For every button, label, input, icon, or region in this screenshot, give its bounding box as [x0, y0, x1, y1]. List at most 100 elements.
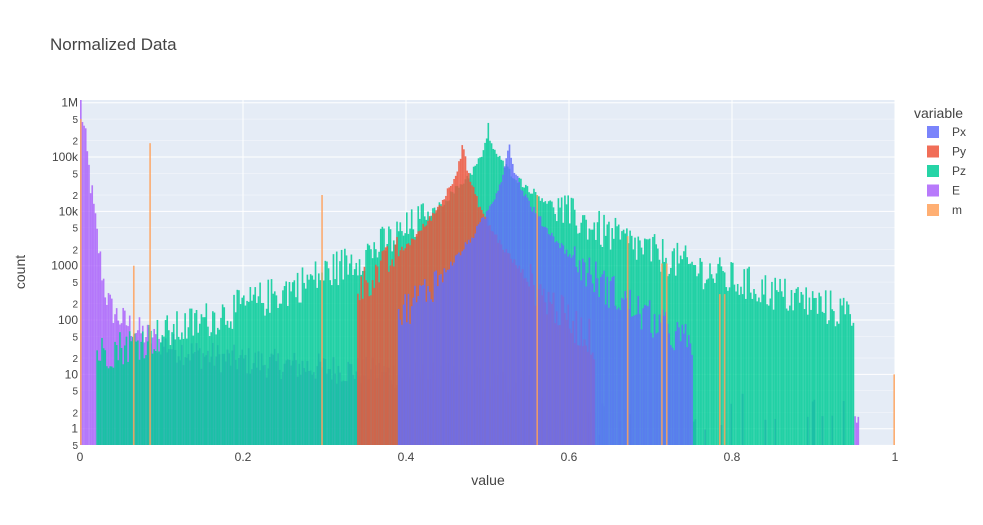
histogram-bar-Pz: [727, 290, 729, 445]
histogram-bar-Pz: [143, 358, 146, 445]
histogram-bar-Px: [573, 246, 576, 445]
histogram-bar-Px: [668, 333, 671, 445]
histogram-bar-Pz: [761, 279, 763, 445]
histogram-bar-Pz: [296, 272, 299, 445]
legend-swatch-E: [927, 184, 939, 197]
x-tick-label: 0.8: [724, 450, 741, 464]
histogram-bar-Py: [373, 287, 376, 445]
histogram-bar-Pz: [295, 297, 297, 445]
y-minor-tick-label: 2: [72, 354, 78, 365]
histogram-bar-Px: [507, 150, 509, 445]
legend-label-m[interactable]: m: [952, 203, 962, 217]
histogram-bar-Py: [366, 282, 369, 445]
histogram-bar-Px: [575, 266, 578, 445]
histogram-bar-Px: [554, 242, 556, 445]
histogram-bar-Px: [464, 242, 467, 445]
histogram-bar-Pz: [730, 262, 732, 445]
histogram-bar-Pz: [246, 300, 248, 445]
histogram-bar-Px: [590, 274, 592, 445]
histogram-bar-Px: [432, 301, 434, 445]
histogram-bar-Pz: [852, 322, 855, 445]
y-minor-tick-label: 2: [72, 137, 78, 148]
histogram-bar-Pz: [696, 276, 698, 445]
legend-label-Px[interactable]: Px: [952, 125, 966, 139]
histogram-bar-Px: [601, 274, 604, 445]
histogram-bar-Pz: [135, 341, 138, 445]
histogram-bar-Py: [361, 298, 364, 445]
histogram-bar-Pz: [205, 303, 208, 445]
histogram-bar-Pz: [736, 283, 739, 445]
histogram-bar-m: [132, 265, 135, 445]
histogram-bar-Px: [622, 299, 625, 445]
histogram-bar-Px: [511, 163, 514, 446]
histogram-bar-Pz: [202, 317, 204, 445]
histogram-bar-Pz: [216, 327, 219, 445]
histogram-bar-Px: [657, 332, 659, 445]
histogram-bar-Pz: [704, 283, 706, 445]
histogram-bar-Px: [595, 261, 597, 445]
histogram-bar-Pz: [304, 288, 307, 445]
histogram-bar-Px: [653, 314, 656, 445]
histogram-bar-Pz: [347, 274, 349, 445]
histogram-bar-Pz: [766, 304, 768, 445]
histogram-bar-Pz: [802, 294, 804, 445]
histogram-bar-Py: [375, 264, 377, 445]
histogram-bar-Px: [490, 204, 493, 445]
histogram-bar-E: [83, 125, 85, 445]
histogram-bar-Pz: [741, 294, 744, 445]
histogram-bar-Pz: [226, 320, 229, 445]
histogram-bar-Pz: [746, 268, 749, 445]
histogram-bar-Px: [515, 174, 517, 445]
histogram-bar-Pz: [759, 302, 762, 445]
histogram-bar-Px: [689, 343, 692, 445]
histogram-bar-Px: [621, 297, 623, 445]
histogram-bar-Pz: [243, 295, 245, 445]
histogram-bar-Pz: [164, 320, 167, 445]
histogram-bar-Pz: [818, 292, 821, 445]
histogram-bar-Px: [498, 184, 501, 446]
y-tick-label: 1M: [61, 96, 78, 110]
histogram-bar-Pz: [841, 305, 843, 445]
histogram-bar-Pz: [273, 291, 276, 445]
histogram-bar-Pz: [239, 304, 242, 445]
histogram-bar-Px: [497, 190, 499, 445]
histogram-bar-Px: [454, 255, 457, 445]
histogram-bar-Pz: [154, 351, 157, 445]
y-minor-tick-label: 5: [72, 224, 78, 235]
histogram-bar-Px: [423, 279, 426, 445]
histogram-bar-Px: [637, 295, 640, 445]
histogram-bar-Pz: [208, 336, 211, 445]
histogram-bar-Px: [583, 262, 586, 445]
y-minor-tick-label: 5: [72, 387, 78, 398]
histogram-bar-Px: [577, 272, 579, 445]
histogram-bar-Px: [629, 289, 631, 445]
histogram-bar-Px: [469, 242, 472, 445]
histogram-bar-Px: [427, 286, 429, 445]
histogram-bar-Py: [388, 271, 390, 445]
legend-swatch-Px: [927, 126, 939, 138]
histogram-bar-Pz: [171, 332, 173, 445]
y-tick-label: 100: [58, 313, 78, 327]
histogram-bar-Pz: [283, 286, 286, 445]
histogram-bar-Pz: [225, 324, 227, 445]
legend-label-E[interactable]: E: [952, 184, 960, 198]
histogram-bar-Pz: [177, 336, 180, 445]
histogram-bar-Pz: [758, 297, 760, 445]
histogram-bar-Pz: [795, 288, 798, 445]
legend-label-Py[interactable]: Py: [952, 145, 966, 159]
histogram-bar-Px: [663, 315, 666, 445]
histogram-bar-Pz: [342, 279, 345, 445]
y-tick-label: 1000: [51, 259, 78, 273]
histogram-bar-Px: [564, 253, 566, 445]
histogram-bar-Pz: [836, 321, 838, 445]
legend-label-Pz[interactable]: Pz: [952, 164, 966, 178]
histogram-bar-Px: [674, 331, 677, 445]
histogram-bar-Px: [599, 277, 602, 445]
histogram-bar-Px: [428, 291, 431, 445]
histogram-bar-Pz: [344, 248, 346, 445]
histogram-bar-Pz: [260, 302, 263, 445]
histogram-bar-Pz: [102, 348, 105, 445]
histogram-bar-Px: [458, 252, 460, 445]
histogram-bar-Pz: [290, 291, 292, 445]
histogram-bar-Pz: [97, 360, 100, 445]
